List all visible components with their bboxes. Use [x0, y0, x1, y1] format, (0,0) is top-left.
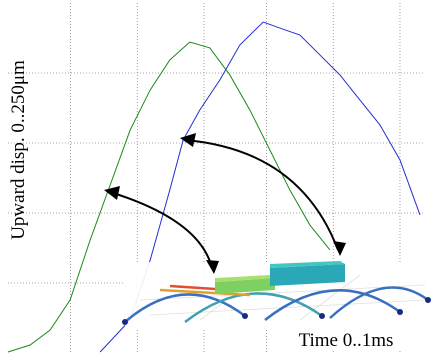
- y-axis-label: Upward disp. 0..250μm: [8, 60, 29, 240]
- x-axis-label: Time 0..1ms: [299, 330, 394, 351]
- chart: Time 0..1ms Upward disp. 0..250μm: [0, 0, 433, 355]
